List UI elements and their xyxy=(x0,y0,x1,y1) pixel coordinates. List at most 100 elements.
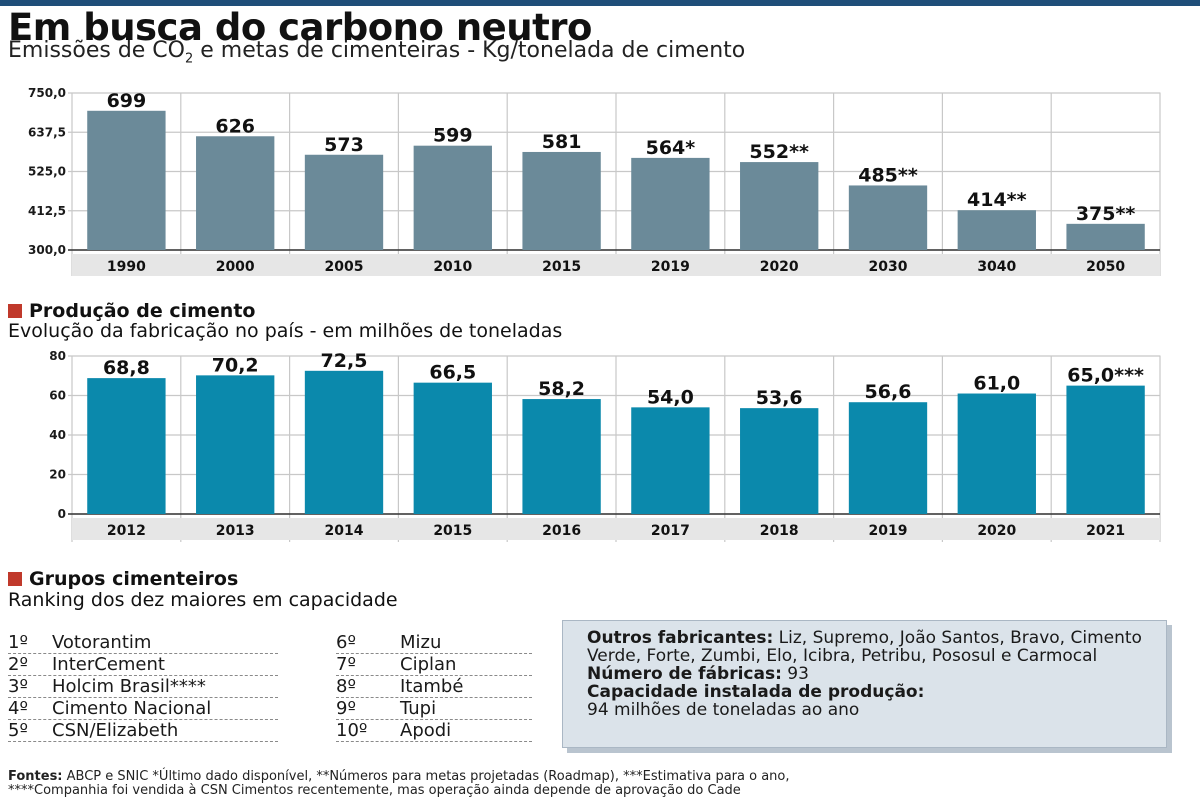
bar xyxy=(1066,223,1145,250)
y-tick-label: 60 xyxy=(49,389,66,403)
x-tick-label: 2010 xyxy=(433,259,472,275)
ranking-item: 4º Cimento Nacional xyxy=(8,698,278,720)
installed-capacity-value: 94 milhões de toneladas ao ano xyxy=(587,700,860,720)
x-tick-label: 2015 xyxy=(542,259,581,275)
data-label: 65,0*** xyxy=(1067,365,1144,387)
ranking-item: 5º CSN/Elizabeth xyxy=(8,720,278,742)
data-label: 485** xyxy=(858,164,918,186)
bar xyxy=(196,136,275,250)
ranking-item: 9º Tupi xyxy=(336,698,532,720)
bar xyxy=(631,407,710,514)
category-band xyxy=(72,518,1160,540)
ranking-item: 7º Ciplan xyxy=(336,654,532,676)
production-heading: Produção de cimento xyxy=(8,300,255,322)
bar xyxy=(522,399,601,514)
x-tick-label: 2012 xyxy=(107,523,146,539)
production-subheading: Evolução da fabricação no país - em milh… xyxy=(8,320,563,342)
x-tick-label: 2017 xyxy=(651,523,690,539)
groups-subheading: Ranking dos dez maiores em capacidade xyxy=(8,589,398,611)
data-label: 552** xyxy=(749,141,809,163)
data-label: 699 xyxy=(107,90,147,112)
industry-info-box: Outros fabricantes: Liz, Supremo, João S… xyxy=(562,620,1167,748)
data-label: 564* xyxy=(646,137,696,159)
data-label: 599 xyxy=(433,125,473,147)
x-tick-label: 2005 xyxy=(325,259,364,275)
bar xyxy=(413,145,492,250)
x-tick-label: 3040 xyxy=(977,259,1016,275)
bar xyxy=(1066,385,1145,514)
y-tick-label: 412,5 xyxy=(28,204,66,218)
y-tick-label: 525,0 xyxy=(28,165,66,179)
ranking-column-left: 1º Votorantim 2º InterCement 3º Holcim Bras… xyxy=(8,632,278,742)
bar xyxy=(957,210,1036,250)
x-tick-label: 2013 xyxy=(216,523,255,539)
bar xyxy=(196,375,275,514)
y-tick-label: 20 xyxy=(49,468,66,482)
emissions-bar-chart: 300,0 412,5 525,0 637,5 750,0 699 1990 626 2000 5… xyxy=(28,86,1161,276)
top-accent-bar xyxy=(0,0,1200,6)
x-tick-label: 1990 xyxy=(107,259,146,275)
page-title: Em busca do carbono neutro xyxy=(8,6,592,49)
data-label: 375** xyxy=(1076,203,1136,225)
ranking-item: 10º Apodi xyxy=(336,720,532,742)
x-tick-label: 2030 xyxy=(869,259,908,275)
data-label: 626 xyxy=(215,115,255,137)
bar xyxy=(522,151,601,250)
x-tick-label: 2018 xyxy=(760,523,799,539)
x-tick-label: 2019 xyxy=(869,523,908,539)
bar xyxy=(413,382,492,514)
other-manufacturers: Outros fabricantes: Liz, Supremo, João S… xyxy=(587,628,1142,666)
x-tick-label: 2020 xyxy=(760,259,799,275)
red-square-icon xyxy=(8,572,22,586)
x-tick-label: 2000 xyxy=(216,259,255,275)
footnote-line-1: Fontes: ABCP e SNIC *Último dado disponí… xyxy=(8,769,790,784)
y-tick-label: 40 xyxy=(49,428,66,442)
bar xyxy=(87,378,166,514)
footnote-line-2: ****Companhia foi vendida à CSN Cimentos… xyxy=(8,783,741,798)
x-tick-label: 2020 xyxy=(977,523,1016,539)
ranking-item: 3º Holcim Brasil**** xyxy=(8,676,278,698)
x-tick-label: 2019 xyxy=(651,259,690,275)
ranking-item: 1º Votorantim xyxy=(8,632,278,654)
factory-count: Número de fábricas: 93 xyxy=(587,664,809,684)
x-tick-label: 2016 xyxy=(542,523,581,539)
bar xyxy=(304,370,384,514)
bar xyxy=(740,408,819,514)
x-tick-label: 2014 xyxy=(325,523,364,539)
category-band xyxy=(72,254,1160,276)
y-tick-label: 80 xyxy=(49,349,66,363)
bar xyxy=(957,393,1036,514)
bar xyxy=(740,162,819,250)
y-tick-label: 637,5 xyxy=(28,125,66,139)
bar xyxy=(631,157,710,250)
bar xyxy=(848,402,928,514)
page-subtitle: Emissões de CO2 e metas de cimenteiras -… xyxy=(8,38,746,67)
x-tick-label: 2050 xyxy=(1086,259,1125,275)
data-label: 53,6 xyxy=(756,387,803,409)
data-label: 70,2 xyxy=(212,354,259,376)
ranking-item: 8º Itambé xyxy=(336,676,532,698)
ranking-item: 6º Mizu xyxy=(336,632,532,654)
data-label: 581 xyxy=(542,131,582,153)
footnotes: Fontes: ABCP e SNIC *Último dado disponí… xyxy=(8,770,790,798)
data-label: 72,5 xyxy=(321,350,368,372)
x-tick-label: 2021 xyxy=(1086,523,1125,539)
ranking-item: 2º InterCement xyxy=(8,654,278,676)
bar xyxy=(87,110,166,250)
y-tick-label: 300,0 xyxy=(28,243,66,257)
ranking-column-right: 6º Mizu 7º Ciplan 8º Itambé 9º Tupi 10º Apodi xyxy=(336,632,532,742)
data-label: 573 xyxy=(324,134,364,156)
x-tick-label: 2015 xyxy=(433,523,472,539)
data-label: 61,0 xyxy=(973,373,1020,395)
data-label: 66,5 xyxy=(429,362,476,384)
installed-capacity-label: Capacidade instalada de produção: xyxy=(587,682,925,702)
data-label: 56,6 xyxy=(865,381,912,403)
data-label: 58,2 xyxy=(538,378,585,400)
data-label: 68,8 xyxy=(103,357,150,379)
data-label: 414** xyxy=(967,189,1027,211)
y-tick-label: 750,0 xyxy=(28,86,66,100)
bar xyxy=(304,154,384,250)
bar xyxy=(848,185,928,250)
groups-heading: Grupos cimenteiros xyxy=(8,568,238,590)
red-square-icon xyxy=(8,304,22,318)
